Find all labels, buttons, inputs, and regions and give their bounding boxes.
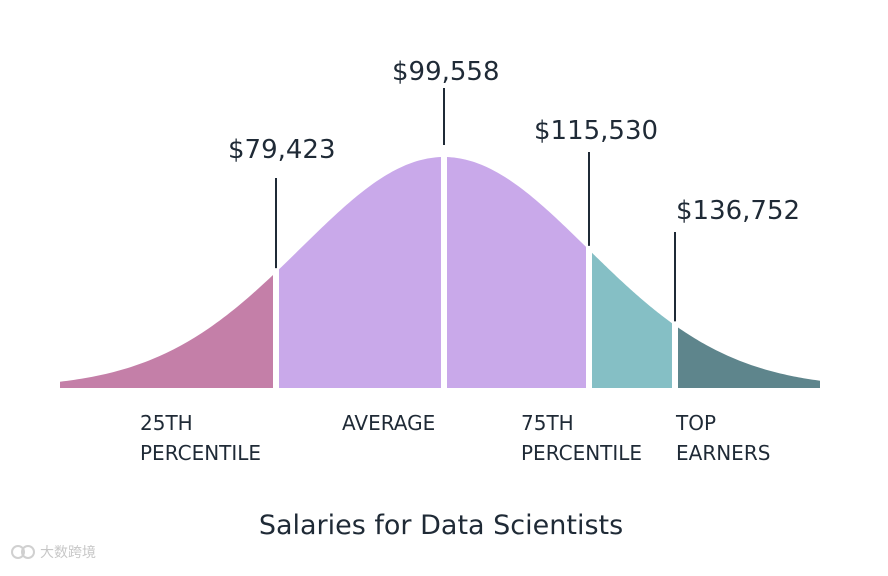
segment-75th-percentile bbox=[592, 252, 672, 388]
chart-title: Salaries for Data Scientists bbox=[259, 510, 623, 541]
segment-label: 25TH bbox=[140, 411, 193, 435]
watermark-logo-icon bbox=[11, 545, 35, 559]
segment-average-right bbox=[447, 157, 586, 388]
segment-average-left bbox=[279, 157, 441, 388]
marker-value-label: $99,558 bbox=[392, 57, 500, 87]
marker-value-label: $115,530 bbox=[534, 116, 658, 146]
segment-25th-percentile bbox=[60, 274, 273, 388]
segment-labels: 25TH PERCENTILE AVERAGE 75TH PERCENTILE TOP EA… bbox=[140, 411, 770, 465]
segment-label: PERCENTILE bbox=[140, 441, 261, 465]
segment-label: PERCENTILE bbox=[521, 441, 642, 465]
segment-label: EARNERS bbox=[676, 441, 770, 465]
segment-label: AVERAGE bbox=[342, 411, 435, 435]
marker-value-label: $136,752 bbox=[676, 196, 800, 226]
segment-label: 75TH bbox=[521, 411, 574, 435]
segment-top-earners bbox=[678, 327, 820, 388]
watermark-text: 大数跨境 bbox=[40, 545, 96, 561]
segment-label: TOP bbox=[675, 411, 716, 435]
watermark: 大数跨境 bbox=[10, 541, 96, 563]
marker-value-label: $79,423 bbox=[228, 135, 336, 165]
value-markers: $79,423 $99,558 $115,530 $136,752 bbox=[228, 57, 800, 322]
distribution-segments bbox=[60, 157, 820, 388]
